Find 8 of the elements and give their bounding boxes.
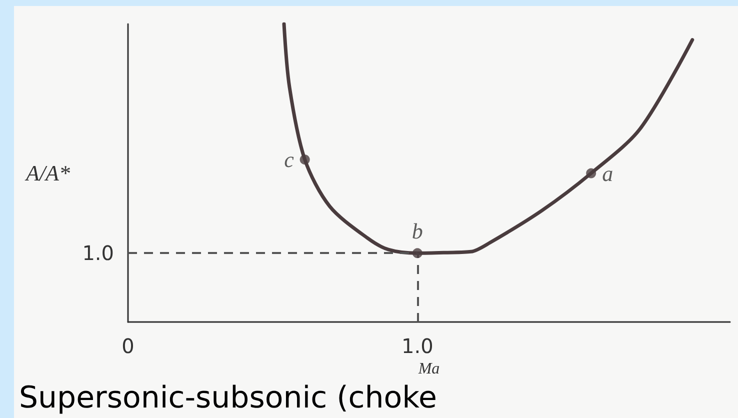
text: Supersonic-subsonic (choke [19, 380, 437, 416]
annotation: b [412, 218, 423, 244]
y-axis-title: A/A* [24, 160, 70, 186]
x-axis-title: Ma [417, 360, 440, 378]
annotation: a [602, 160, 614, 186]
text: 1.0 [82, 241, 114, 266]
x-tick-label: 0 [122, 334, 134, 358]
annotation: c [284, 147, 294, 172]
